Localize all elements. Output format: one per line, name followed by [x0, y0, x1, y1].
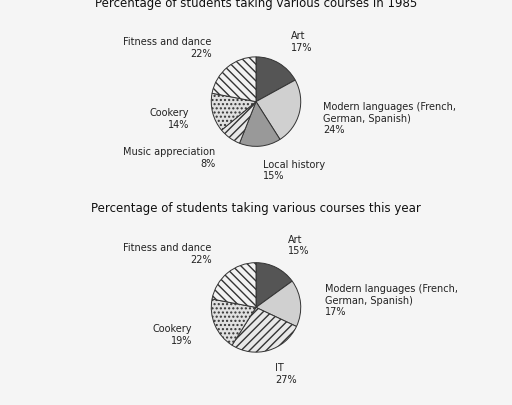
Text: Local history
15%: Local history 15% [263, 160, 325, 181]
Title: Percentage of students taking various courses this year: Percentage of students taking various co… [91, 202, 421, 215]
Text: Fitness and dance
22%: Fitness and dance 22% [123, 37, 212, 59]
Text: Fitness and dance
22%: Fitness and dance 22% [123, 243, 212, 265]
Wedge shape [222, 102, 256, 143]
Wedge shape [211, 299, 256, 345]
Text: Music appreciation
8%: Music appreciation 8% [123, 147, 215, 168]
Text: Modern languages (French,
German, Spanish)
17%: Modern languages (French, German, Spanis… [325, 284, 458, 318]
Text: Modern languages (French,
German, Spanish)
24%: Modern languages (French, German, Spanis… [323, 102, 456, 135]
Text: Art
17%: Art 17% [291, 31, 313, 53]
Text: Art
15%: Art 15% [287, 235, 309, 256]
Wedge shape [256, 281, 301, 326]
Wedge shape [256, 263, 292, 307]
Wedge shape [232, 307, 296, 352]
Text: Cookery
14%: Cookery 14% [150, 108, 189, 130]
Wedge shape [256, 80, 301, 139]
Wedge shape [212, 263, 256, 307]
Wedge shape [212, 57, 256, 102]
Title: Percentage of students taking various courses in 1985: Percentage of students taking various co… [95, 0, 417, 10]
Wedge shape [256, 57, 295, 102]
Wedge shape [211, 93, 256, 130]
Text: Cookery
19%: Cookery 19% [153, 324, 193, 346]
Wedge shape [240, 102, 280, 146]
Text: IT
27%: IT 27% [275, 363, 297, 385]
